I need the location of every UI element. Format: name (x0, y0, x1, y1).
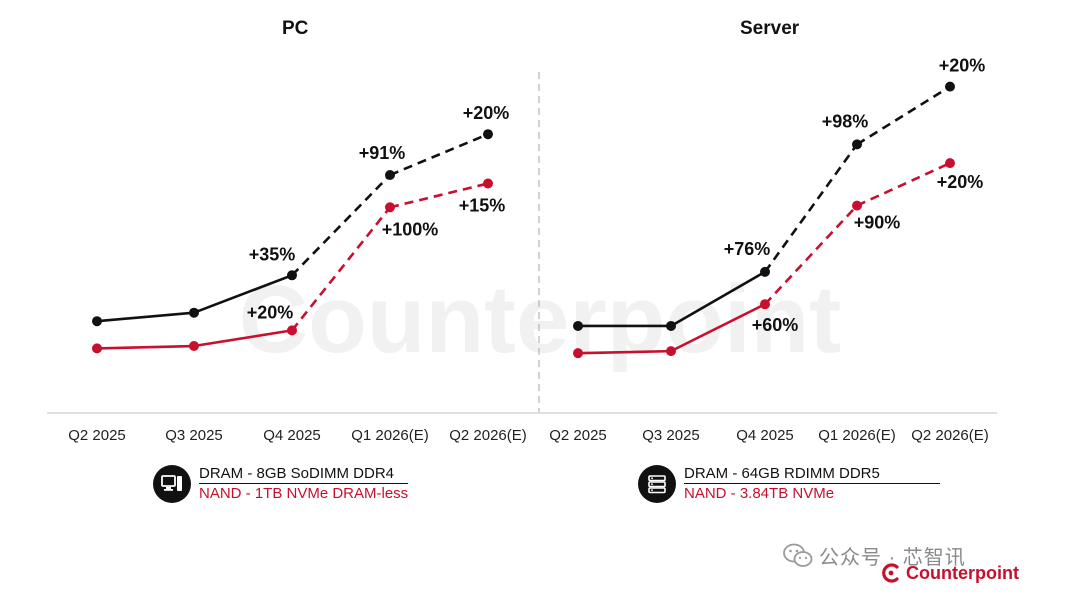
data-label: +91% (359, 143, 406, 163)
data-label: +90% (854, 213, 901, 233)
data-point (385, 202, 395, 213)
data-label: +20% (937, 172, 984, 192)
x-tick-label: Q2 2025 (68, 427, 126, 444)
data-point (92, 343, 102, 354)
data-label: +20% (463, 103, 510, 123)
data-point (945, 81, 955, 92)
data-point (385, 170, 395, 180)
data-point (287, 325, 297, 336)
pc-legend: DRAM - 8GB SoDIMM DDR4 NAND - 1TB NVMe D… (153, 464, 409, 503)
data-point (666, 320, 676, 331)
series-line-segment (96, 311, 195, 323)
data-label: +60% (752, 315, 799, 335)
series-line-segment (290, 206, 392, 332)
series-line-segment (856, 161, 951, 207)
series-line-segment (764, 204, 858, 306)
server-rack-icon (638, 464, 676, 503)
data-label: +20% (939, 56, 986, 76)
data-label: +98% (822, 111, 869, 131)
data-point (287, 270, 297, 281)
data-point (573, 320, 583, 331)
server-legend: DRAM - 64GB RDIMM DDR5 NAND - 3.84TB NVM… (638, 464, 940, 503)
data-point (483, 178, 493, 189)
x-tick-label: Q2 2025 (549, 427, 607, 444)
series-line-segment (193, 329, 293, 348)
wechat-account-label: 公众号 · 芯智讯 (819, 547, 966, 569)
data-label: +76% (724, 239, 771, 259)
series-line-segment (763, 143, 859, 273)
legend-nand-label: NAND - 3.84TB NVMe (684, 485, 835, 502)
legend-nand-label: NAND - 1TB NVMe DRAM-less (199, 485, 409, 502)
data-label: +20% (247, 302, 294, 322)
brand-logo: Counterpoint (880, 562, 1019, 584)
x-tick-label: Q3 2025 (642, 427, 700, 444)
legend-dram-label: DRAM - 8GB SoDIMM DDR4 (199, 464, 409, 484)
wechat-icon (783, 543, 813, 567)
data-point (852, 139, 862, 150)
series-line-segment (670, 270, 766, 328)
brand-name: Counterpoint (906, 562, 1019, 583)
counterpoint-logo-icon (882, 563, 899, 583)
x-tick-label: Q4 2025 (263, 427, 321, 444)
x-tick-label: Q3 2025 (165, 427, 223, 444)
data-point (92, 316, 102, 327)
data-point (189, 341, 199, 352)
data-point (760, 266, 770, 277)
data-label: +35% (249, 244, 296, 264)
series-line-segment (389, 132, 489, 177)
series-line-segment (291, 174, 391, 277)
legend-dram-label: DRAM - 64GB RDIMM DDR5 (684, 464, 940, 484)
data-point (852, 200, 862, 211)
x-tick-label: Q4 2025 (736, 427, 794, 444)
data-point (666, 346, 676, 357)
series-line-segment (389, 182, 489, 209)
pc-panel-title: PC (282, 18, 309, 39)
data-point (760, 299, 770, 310)
x-tick-label: Q2 2026(E) (911, 427, 989, 444)
data-point (945, 158, 955, 169)
series-line-segment (577, 349, 672, 355)
data-point (483, 129, 493, 140)
x-tick-label: Q1 2026(E) (351, 427, 429, 444)
wechat-footer: 公众号 · 芯智讯 (783, 541, 966, 570)
data-point (189, 307, 199, 318)
x-tick-label: Q1 2026(E) (818, 427, 896, 444)
desktop-pc-icon (153, 464, 191, 503)
data-point (573, 348, 583, 359)
series-line-segment (670, 303, 766, 353)
server-panel-title: Server (740, 18, 800, 39)
watermark-text: Counterpoint (239, 266, 842, 373)
data-label: +100% (382, 219, 439, 239)
data-label: +15% (459, 196, 506, 216)
x-tick-label: Q2 2026(E) (449, 427, 527, 444)
series-line-segment (193, 274, 293, 314)
series-line-segment (96, 344, 195, 350)
series-line-segment (856, 85, 951, 146)
